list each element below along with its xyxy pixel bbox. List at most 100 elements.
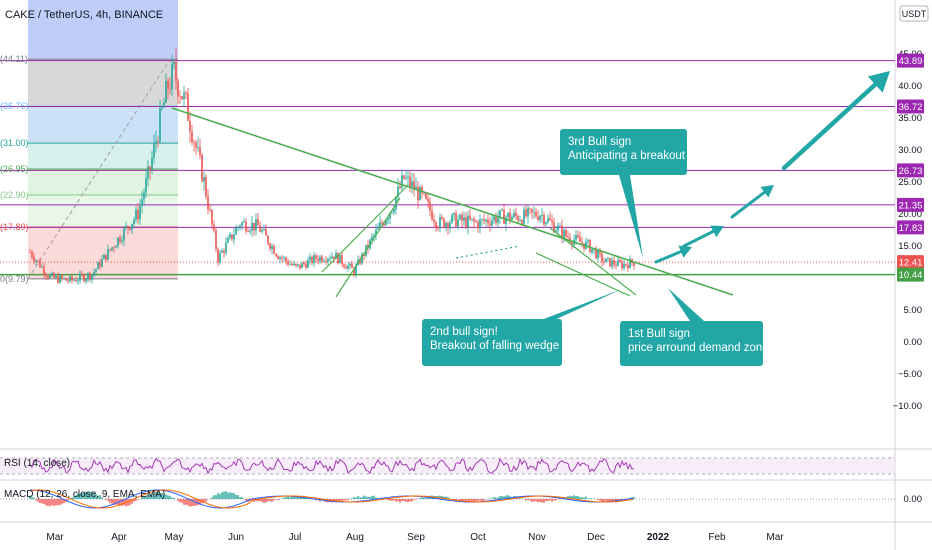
time-tick-label: Jun	[228, 532, 244, 543]
candle-body	[215, 230, 217, 250]
candle-body	[533, 211, 535, 213]
callout-second-pointer	[536, 289, 622, 322]
candle-body	[621, 262, 623, 269]
candle-body	[579, 237, 581, 242]
horizontal-levels[interactable]	[0, 60, 895, 276]
candle-body	[239, 225, 241, 227]
candle-body	[513, 212, 515, 217]
callout-first-pointer	[668, 288, 704, 321]
price-unit-button[interactable]	[899, 5, 929, 22]
fibonacci-retracement[interactable]	[27, 0, 178, 280]
falling-wedge-upper[interactable]	[549, 227, 637, 296]
macd-label[interactable]: MACD (12, 26, close, 9, EMA, EMA)	[4, 489, 166, 500]
candle-body	[431, 210, 433, 220]
candle-body	[135, 209, 137, 220]
price-tick-label: 0.00	[904, 337, 923, 348]
candle-body	[325, 261, 327, 262]
price-badge[interactable]	[897, 255, 924, 270]
callout-third-pointer	[619, 175, 643, 258]
candle-body	[421, 187, 423, 194]
candle-body	[495, 216, 497, 223]
projection-arrow-3-head[interactable]	[760, 185, 774, 198]
callout-second-line2: Breakout of falling wedge	[430, 340, 560, 352]
candle-body	[59, 275, 61, 283]
projection-arrow-2-head[interactable]	[710, 225, 724, 238]
candle-body	[115, 246, 117, 248]
candle-body	[47, 276, 49, 278]
candle-body	[581, 241, 583, 244]
candle-body	[83, 274, 85, 282]
price-badge[interactable]	[897, 163, 924, 178]
rising-channel-lower[interactable]	[335, 197, 401, 298]
candle-body	[91, 274, 93, 280]
candle-body	[545, 222, 547, 225]
fib-label: (26.95)	[0, 164, 29, 174]
candle-body	[611, 260, 613, 267]
price-badge[interactable]	[897, 53, 924, 68]
candle-body	[441, 216, 443, 219]
falling-wedge-lower[interactable]	[535, 252, 631, 297]
rsi-band	[0, 458, 895, 474]
candle-body	[405, 177, 407, 179]
rising-channel-upper[interactable]	[321, 184, 409, 273]
candle-body	[171, 64, 173, 90]
candle-body	[535, 211, 537, 217]
candle-body	[197, 147, 199, 149]
time-tick-label: Oct	[470, 532, 486, 543]
candle-body	[303, 262, 305, 265]
candle-body	[131, 224, 133, 230]
candle-body	[253, 222, 255, 231]
candle-body	[429, 201, 431, 211]
price-badge[interactable]	[897, 99, 924, 114]
price-badge[interactable]	[897, 220, 924, 235]
candle-body	[481, 219, 483, 220]
candle-body	[575, 234, 577, 240]
projection-arrow-4-head[interactable]	[867, 71, 890, 93]
candle-body	[53, 273, 55, 278]
time-tick-label: Mar	[766, 532, 784, 543]
candle-body	[493, 216, 495, 221]
candle-body	[613, 260, 615, 265]
candle-body	[543, 215, 545, 225]
candle-body	[379, 222, 381, 227]
candle-body	[563, 230, 565, 238]
candle-body	[477, 221, 479, 229]
candle-body	[381, 222, 383, 224]
candle-body	[501, 209, 503, 211]
callout-second-bull-sign[interactable]: 2nd bull sign! Breakout of falling wedge	[422, 319, 562, 366]
price-tick-label: −10.00	[893, 401, 922, 412]
candle-body	[565, 230, 567, 237]
price-badge[interactable]	[897, 267, 924, 282]
candle-body	[541, 215, 543, 216]
candle-body	[265, 229, 267, 236]
candle-body	[341, 255, 343, 265]
price-tick-label: 30.00	[898, 145, 922, 156]
candle-body	[221, 250, 223, 253]
candle-body	[397, 186, 399, 198]
candle-body	[145, 178, 147, 193]
time-tick-label: 2022	[647, 532, 670, 543]
projection-arrow-1-head[interactable]	[678, 245, 692, 258]
projection-arrows[interactable]	[654, 71, 890, 264]
callout-first-bull-sign[interactable]: 1st Bull sign price arround demand zone	[620, 321, 769, 366]
candle-body	[549, 218, 551, 221]
candle-body	[361, 253, 363, 264]
candle-body	[43, 266, 45, 275]
trendline-drawings[interactable]	[171, 107, 734, 298]
main-descending-trendline[interactable]	[171, 107, 734, 296]
candle-body	[143, 192, 145, 200]
price-axis[interactable]: USDT45.0040.0035.0030.0025.0020.0015.001…	[893, 5, 929, 505]
candle-body	[489, 223, 491, 226]
candle-body	[119, 237, 121, 242]
time-axis[interactable]: Mar Apr May Jun Jul Aug Sep Oct Nov Dec 2022 Feb Mar	[46, 532, 784, 543]
callout-third-bull-sign[interactable]: 3rd Bull sign Anticipating a breakout	[560, 129, 687, 175]
rsi-label[interactable]: RSI (14, close)	[4, 458, 71, 469]
price-tick-label: 15.00	[898, 241, 922, 252]
candle-body	[293, 263, 295, 266]
price-badge[interactable]	[897, 197, 924, 212]
callout-third-line1: 3rd Bull sign	[568, 136, 632, 148]
fibonacci-labels: (44.11) (36.76) (31.00) (26.95) (22.90) (17.8…	[0, 54, 29, 284]
candle-body	[571, 242, 573, 245]
candle-body	[479, 219, 481, 229]
